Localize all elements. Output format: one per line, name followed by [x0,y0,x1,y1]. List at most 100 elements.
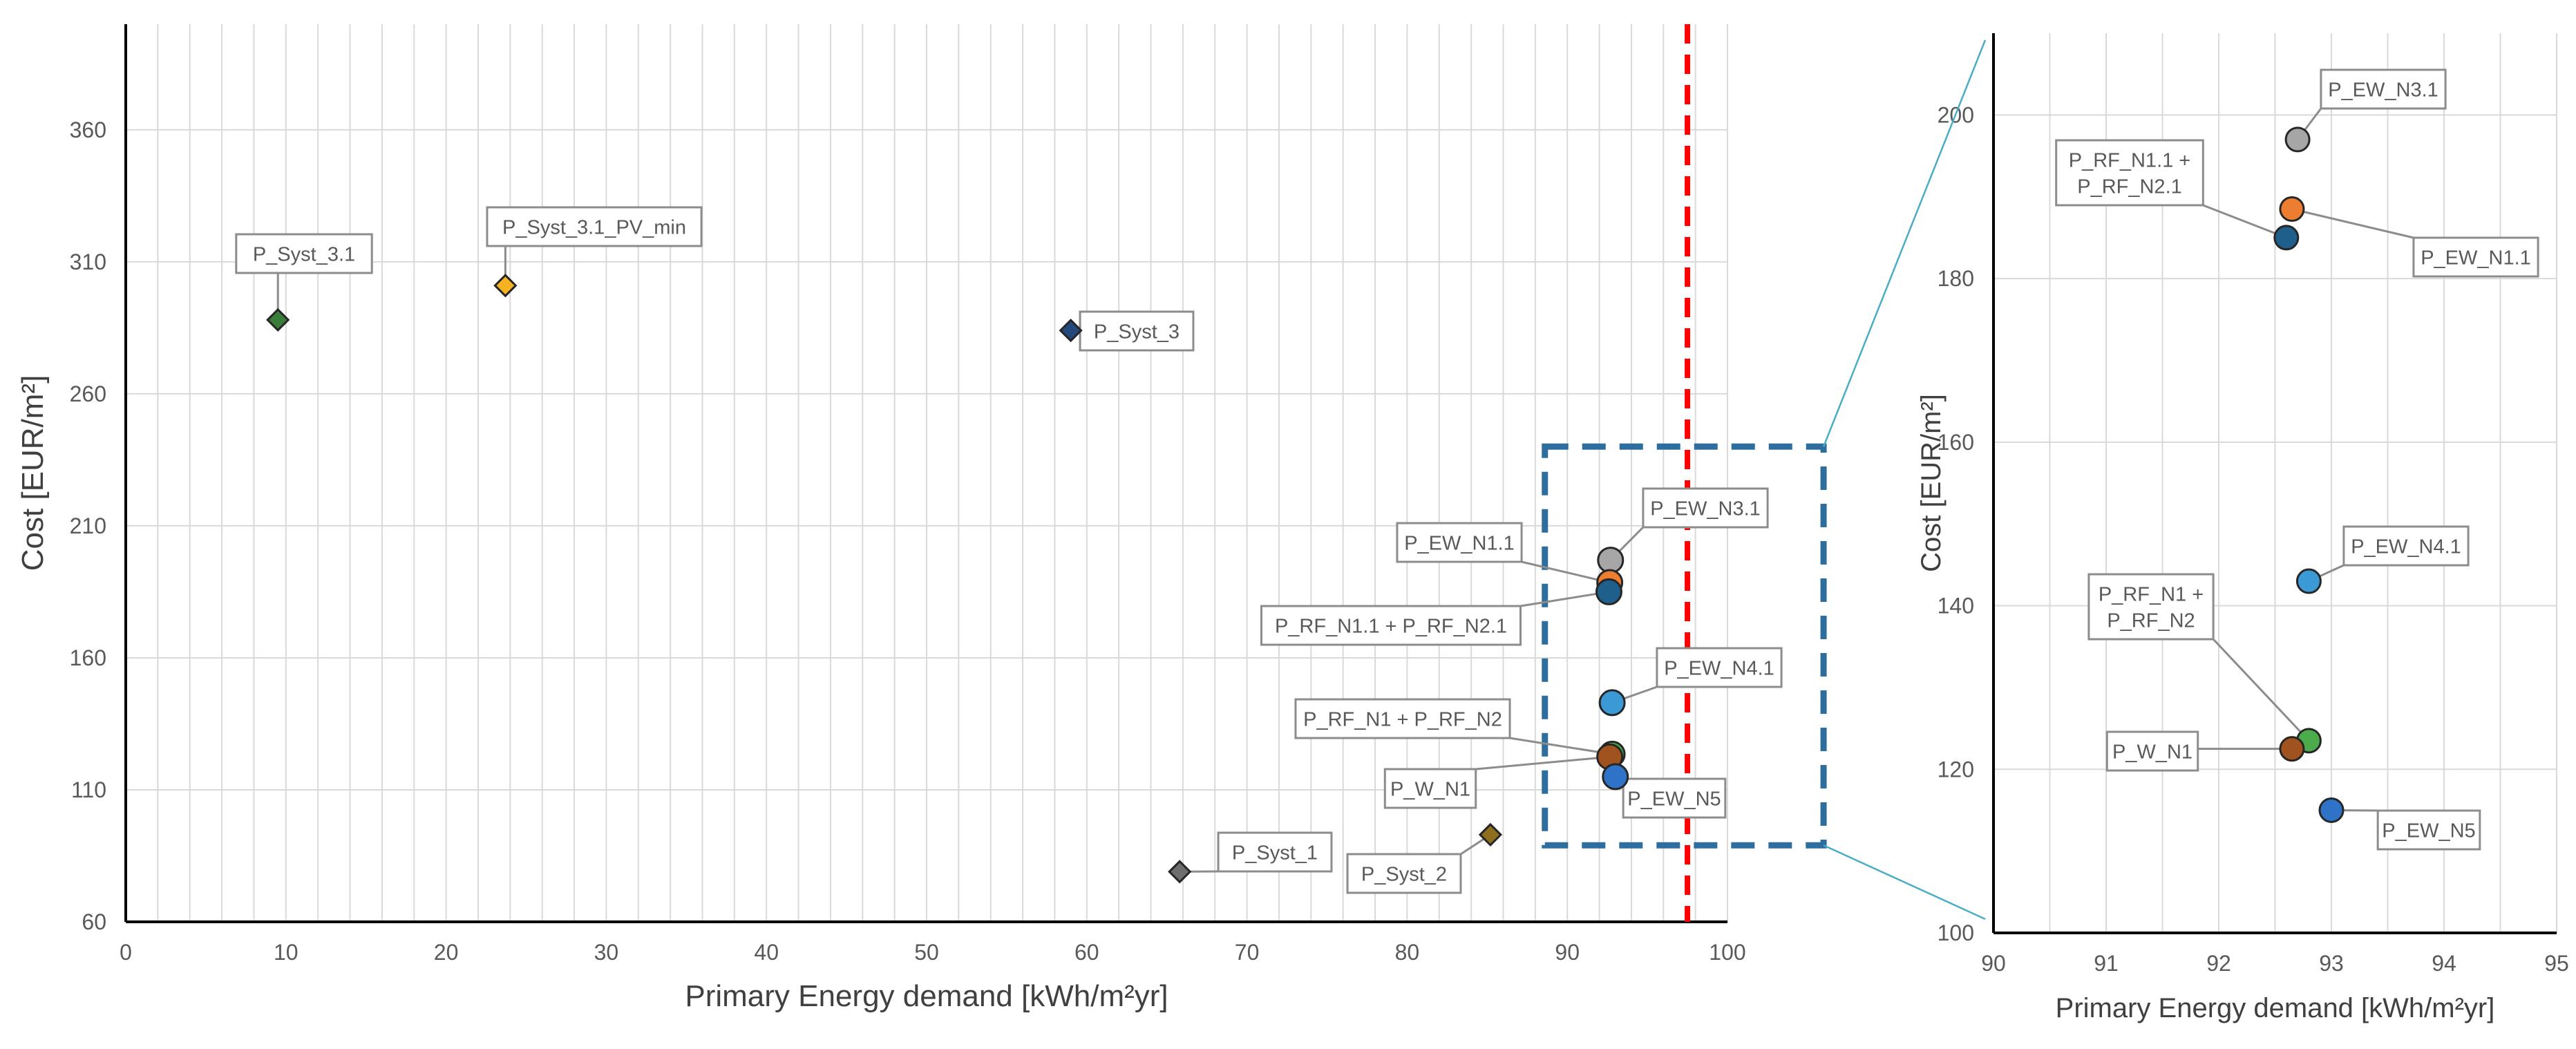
zoom-connectors [1822,39,1987,920]
data-label-box [486,206,703,247]
data-label: P_EW_N3.1 [1650,498,1761,520]
data-labels: P_Syst_3.1 P_Syst_3.1_PV_min P_Syst_3 P_Sys… [235,206,1783,894]
leader-line [1520,590,1609,607]
data-label: P_EW_N5 [1627,788,1721,810]
data-label-box [1383,768,1477,809]
data-point-circle [1602,763,1629,791]
data-points [266,274,1629,884]
data-point-circle [2295,568,2322,594]
data-label: P_EW_N5 [2382,820,2475,842]
data-label: P_Syst_3.1_PV_min [502,216,686,238]
data-label-box [2376,809,2481,851]
leader-line [2202,204,2287,239]
data-point-diamond [266,308,290,332]
x-tick-label: 95 [2544,951,2569,976]
x-tick-label: 50 [914,940,939,965]
data-labels: P_EW_N3.1 P_EW_N1.1 P_RF_N1.1 + P_RF_N2.1 P_… [2055,68,2539,851]
data-label: P_EW_N4.1 [1664,657,1774,679]
data-label: P_RF_N1.1 + P_RF_N2.1 [2069,149,2191,198]
leader-line [1509,737,1613,755]
data-point-diamond [493,274,518,298]
data-point-diamond [1168,860,1192,884]
x-tick-label: 10 [274,940,299,965]
x-tick-label: 20 [434,940,459,965]
data-point-circle [1595,578,1622,605]
data-label: P_RF_N1.1 + P_RF_N2.1 [1275,615,1507,637]
x-axis-title: Primary Energy demand [kWh/m²yr] [685,979,1168,1013]
x-tick-label: 94 [2432,951,2456,976]
zoom-connector-bottom [1823,844,1986,920]
leader-line [2212,638,2310,741]
data-point-circle [2279,736,2305,762]
data-label-box [2412,236,2539,278]
data-point-circle [1597,547,1625,574]
x-tick-label: 60 [1074,940,1099,965]
y-tick-label: 260 [70,381,106,406]
data-label: P_EW_N4.1 [2351,536,2461,558]
leader-line [2291,208,2414,239]
data-label-box [2087,573,2215,641]
y-tick-label: 360 [70,117,106,142]
x-tick-label: 70 [1235,940,1260,965]
data-label: P_EW_N3.1 [2328,79,2438,101]
data-point-diamond [1059,319,1083,343]
x-tick-label: 30 [594,940,619,965]
y-tick-label: 180 [1938,266,1974,291]
data-label-box [1260,605,1522,646]
x-tick-label: 91 [2094,951,2119,976]
data-point-diamond [1478,822,1503,847]
data-label: P_RF_N1 + P_RF_N2 [1303,708,1502,730]
data-label-box [2320,68,2447,110]
data-label-box [1294,698,1511,739]
data-label: P_Syst_3.1 [253,243,355,265]
x-tick-label: 90 [1555,940,1580,965]
y-axis-title: Cost [EUR/m²] [16,375,50,571]
data-label-box [2055,139,2204,207]
leader-line [1521,560,1610,584]
data-label: P_Syst_3 [1094,321,1180,343]
leader-line [1475,755,1610,771]
data-label: P_Syst_2 [1361,863,1447,885]
x-tick-label: 92 [2206,951,2231,976]
x-tick-label: 80 [1395,940,1420,965]
data-label-box [1622,777,1727,819]
data-label: P_W_N1 [2112,741,2193,763]
x-tick-label: 40 [754,940,779,965]
x-tick-label: 90 [1981,951,2006,976]
y-tick-label: 310 [70,249,106,274]
x-axis-title: Primary Energy demand [kWh/m²yr] [2056,993,2495,1023]
x-tick-label: 93 [2319,951,2344,976]
data-label: P_Syst_1 [1232,842,1318,864]
inset-chart: 909192939495100120140160180200Primary En… [1916,33,2569,1023]
data-label: P_EW_N1.1 [2421,247,2531,269]
data-label-box [1656,647,1783,688]
data-point-circle [2273,225,2300,251]
y-tick-label: 100 [1938,920,1974,945]
data-label-box [235,233,373,274]
data-label-box [1079,310,1195,352]
data-label: P_RF_N1 + P_RF_N2 [2099,583,2204,632]
data-label: P_EW_N1.1 [1404,532,1515,554]
data-point-circle [2284,126,2311,153]
y-tick-label: 210 [70,513,106,538]
main-chart: 0 10 20 30 40 50 60 70 80 90 100 60 110 160 210 260 310 3… [16,24,1827,1013]
y-tick-label: 110 [71,777,106,802]
zoom-connector-top [1822,39,1987,447]
data-label-box [1396,522,1523,563]
y-tick-label: 60 [82,909,106,934]
x-tick-label: 100 [1709,940,1745,965]
y-tick-label: 160 [1938,430,1974,455]
data-label-box [1642,487,1769,529]
data-point-circle [2318,797,2345,823]
data-label: P_W_N1 [1390,778,1470,800]
data-label-box [1346,853,1462,894]
data-label-box [1217,831,1333,873]
y-axis-title: Cost [EUR/m²] [1916,394,1947,572]
data-points [2273,126,2345,823]
data-label-box [2105,730,2199,772]
y-tick-label: 120 [1938,757,1974,782]
y-tick-label: 160 [70,645,106,670]
data-point-circle [1598,689,1626,717]
data-label-box [2342,525,2470,567]
